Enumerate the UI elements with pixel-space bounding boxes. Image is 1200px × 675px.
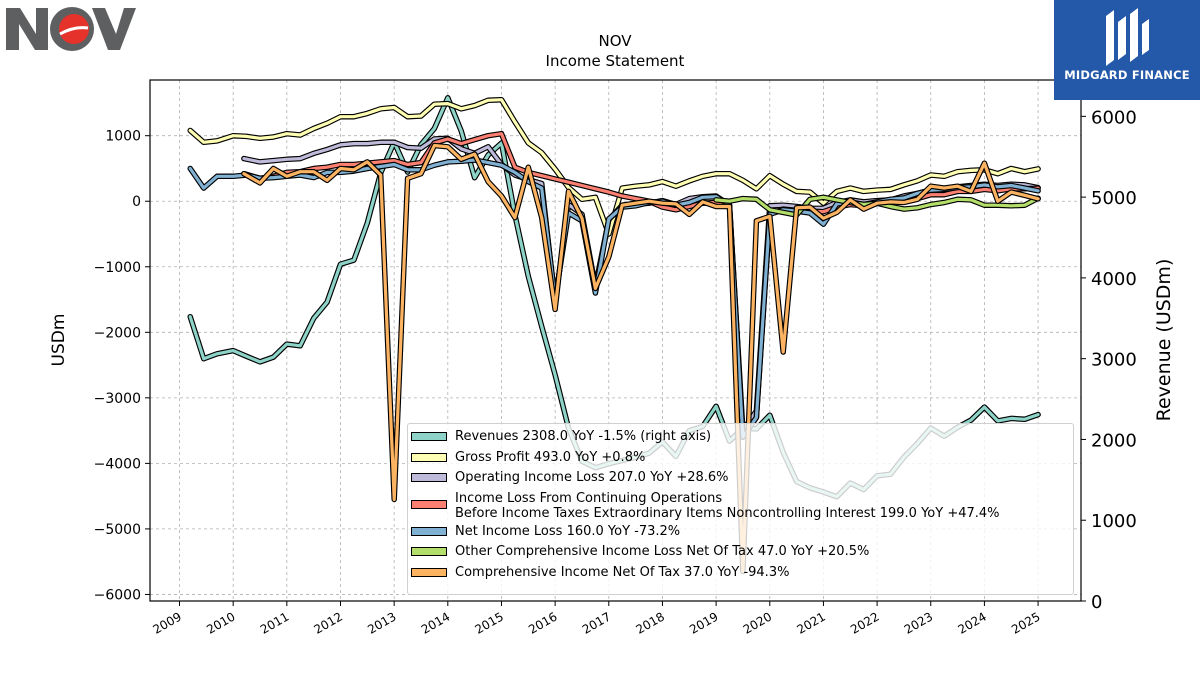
y-right-tick-label: 2000 xyxy=(1091,430,1137,451)
y-tick-label: −4000 xyxy=(94,456,141,472)
x-tick-label: 2011 xyxy=(258,609,291,636)
midgard-finance-text: MIDGARD FINANCE xyxy=(1064,68,1190,82)
legend-swatch xyxy=(411,547,447,556)
y-right-tick-label: 5000 xyxy=(1091,188,1137,209)
x-tick-label: 2012 xyxy=(312,609,345,636)
x-tick-label: 2014 xyxy=(419,609,452,636)
legend-swatch xyxy=(411,432,447,441)
y-axis-label-left: USDm xyxy=(49,314,69,367)
x-tick-label: 2018 xyxy=(633,609,666,636)
nov-letter-v xyxy=(92,8,136,50)
legend-swatch xyxy=(411,526,447,536)
x-tick-label: 2017 xyxy=(580,609,613,636)
legend-swatch xyxy=(411,499,447,509)
legend-label: Net Income Loss 160.0 YoY -73.2% xyxy=(455,523,681,539)
series-line-comprehensive-income-net-of-tax xyxy=(242,143,1040,574)
y-right-tick-label: 4000 xyxy=(1091,269,1137,290)
y-tick-label: 1000 xyxy=(105,129,141,145)
x-tick-label: 2013 xyxy=(365,609,398,636)
legend-label: Operating Income Loss 207.0 YoY +28.6% xyxy=(455,470,729,485)
y-tick-label: 0 xyxy=(132,194,141,210)
legend-swatch xyxy=(411,452,447,462)
x-tick-label: 2021 xyxy=(794,609,827,636)
chart-subtitle: Income Statement xyxy=(545,52,685,70)
legend-label: Other Comprehensive Income Loss Net Of T… xyxy=(455,544,870,559)
y-right-tick-label: 3000 xyxy=(1091,350,1137,371)
y-tick-label: −5000 xyxy=(94,522,141,538)
y-tick-label: −3000 xyxy=(94,391,141,407)
plot-frame xyxy=(149,79,1082,602)
x-tick-label: 2023 xyxy=(902,609,935,636)
legend-label: Revenues 2308.0 YoY -1.5% (right axis) xyxy=(455,429,712,444)
x-tick-label: 2015 xyxy=(473,609,506,636)
nov-logo xyxy=(4,4,136,54)
x-tick-label: 2009 xyxy=(151,609,184,636)
y-tick-label: −2000 xyxy=(94,325,141,341)
x-tick-label: 2020 xyxy=(741,609,774,636)
chart-title: NOV xyxy=(598,32,632,50)
midgard-finance-logo: MIDGARD FINANCE xyxy=(1054,0,1200,100)
y-tick-label: −6000 xyxy=(94,587,141,603)
legend: Revenues 2308.0 YoY -1.5% (right axis) Gr… xyxy=(407,423,1074,595)
x-tick-label: 2022 xyxy=(848,609,881,636)
x-tick-label: 2010 xyxy=(204,609,237,636)
x-tick-label: 2024 xyxy=(955,609,988,636)
legend-label: Income Loss From Continuing Operations Be… xyxy=(455,490,1000,521)
legend-label: Comprehensive Income Net Of Tax 37.0 YoY… xyxy=(455,564,790,580)
x-tick-label: 2025 xyxy=(1009,609,1042,636)
x-tick-label: 2019 xyxy=(687,609,720,636)
y-right-tick-label: 6000 xyxy=(1091,107,1137,128)
x-tick-label: 2016 xyxy=(526,609,559,636)
nov-letter-n xyxy=(6,8,48,50)
midgard-emblem xyxy=(1106,8,1149,66)
y-right-tick-label: 1000 xyxy=(1091,511,1137,532)
legend-label: Gross Profit 493.0 YoY +0.8% xyxy=(455,449,646,465)
y-tick-label: −1000 xyxy=(94,260,141,276)
legend-swatch xyxy=(411,567,447,577)
y-axis-label-right: Revenue (USDm) xyxy=(1153,259,1175,422)
y-right-tick-label: 0 xyxy=(1091,592,1102,613)
legend-swatch xyxy=(411,473,447,482)
